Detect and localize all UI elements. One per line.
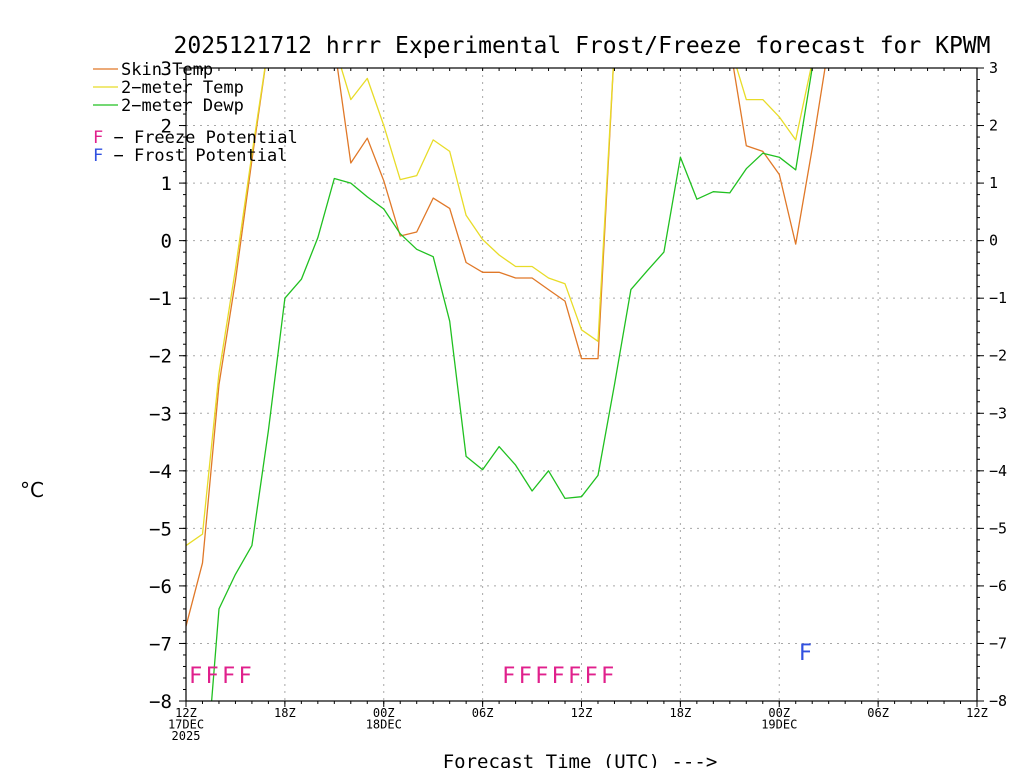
flag-legend-entry: F − Frost Potential (93, 146, 287, 166)
y-axis-label: °C (20, 478, 44, 502)
y-tick-label-right: −8 (989, 692, 1007, 710)
freeze-flag: F (222, 664, 235, 689)
y-tick-label-left: 3 (161, 58, 172, 80)
x-tick-label: 06Z (472, 706, 494, 720)
x-tick-label: 18DEC (366, 718, 402, 732)
x-tick-label: 2025 (172, 729, 201, 743)
y-tick-label-right: −2 (989, 347, 1007, 365)
y-tick-label-left: −8 (149, 691, 172, 713)
y-tick-label-left: 2 (161, 116, 172, 138)
axis-ticks: −8 −8 −7 −7 −6 −6 −5 −5 −4 −4 −3 −3 −2 −2 −1 −1 0 0 1 1 2 2 3 3… (149, 58, 1007, 743)
x-tick-label: 12Z (966, 706, 988, 720)
freeze-flag: F (238, 664, 251, 689)
freeze-flag: F (601, 664, 614, 689)
y-tick-label-left: 0 (161, 231, 172, 253)
series-lines (186, 68, 826, 701)
y-tick-label-right: 3 (989, 59, 998, 77)
x-tick-label: 18Z (274, 706, 296, 720)
x-tick-label: 00Z (768, 706, 790, 720)
y-tick-label-left: −1 (149, 288, 172, 310)
legend-label: 2−meter Temp (121, 78, 244, 98)
gridlines (186, 68, 977, 701)
x-tick-label: 12Z (571, 706, 593, 720)
x-tick-label: 19DEC (761, 718, 797, 732)
y-tick-label-left: −2 (149, 346, 172, 368)
y-tick-label-right: −6 (989, 577, 1007, 595)
y-tick-label-left: 1 (161, 173, 172, 195)
y-tick-label-left: −7 (149, 633, 172, 655)
x-tick-label: 06Z (867, 706, 889, 720)
series-line-2-meter-dewp (210, 68, 813, 701)
potential-flags: F F F F F F F F F F FF (189, 641, 812, 689)
freeze-flag: F (535, 664, 548, 689)
legend-label: Skin Temp (121, 60, 213, 80)
y-tick-label-right: 2 (989, 117, 998, 135)
y-tick-label-left: −5 (149, 518, 172, 540)
y-tick-label-right: 1 (989, 174, 998, 192)
freeze-flag: F (552, 664, 565, 689)
flag-legend-entry: F − Freeze Potential (93, 128, 298, 148)
chart-title: 2025121712 hrrr Experimental Frost/Freez… (174, 33, 991, 59)
y-tick-label-right: −5 (989, 519, 1007, 537)
x-tick-label: 12Z (175, 706, 197, 720)
freeze-flag: F (189, 664, 202, 689)
y-tick-label-left: −3 (149, 403, 172, 425)
series-line-2-meter-temp (186, 68, 812, 547)
legend-label: 2−meter Dewp (121, 96, 244, 116)
x-axis-label: Forecast Time (UTC) ---> (443, 751, 718, 768)
y-tick-label-right: 0 (989, 232, 998, 250)
y-tick-label-left: −4 (149, 461, 172, 483)
freeze-flag: F (568, 664, 581, 689)
x-tick-label: 17DEC (168, 718, 204, 732)
y-tick-label-right: −1 (989, 289, 1007, 307)
series-line-skin-temp (186, 68, 826, 627)
freeze-flag: F (519, 664, 532, 689)
freeze-flag: F (585, 664, 598, 689)
freeze-flag: F (502, 664, 515, 689)
y-tick-label-right: −3 (989, 404, 1007, 422)
y-tick-label-right: −4 (989, 462, 1007, 480)
frost-flag: F (799, 641, 812, 666)
y-tick-label-right: −7 (989, 634, 1007, 652)
x-tick-label: 00Z (373, 706, 395, 720)
y-tick-label-left: −6 (149, 576, 172, 598)
freeze-flag: F (205, 664, 218, 689)
x-tick-label: 18Z (670, 706, 692, 720)
